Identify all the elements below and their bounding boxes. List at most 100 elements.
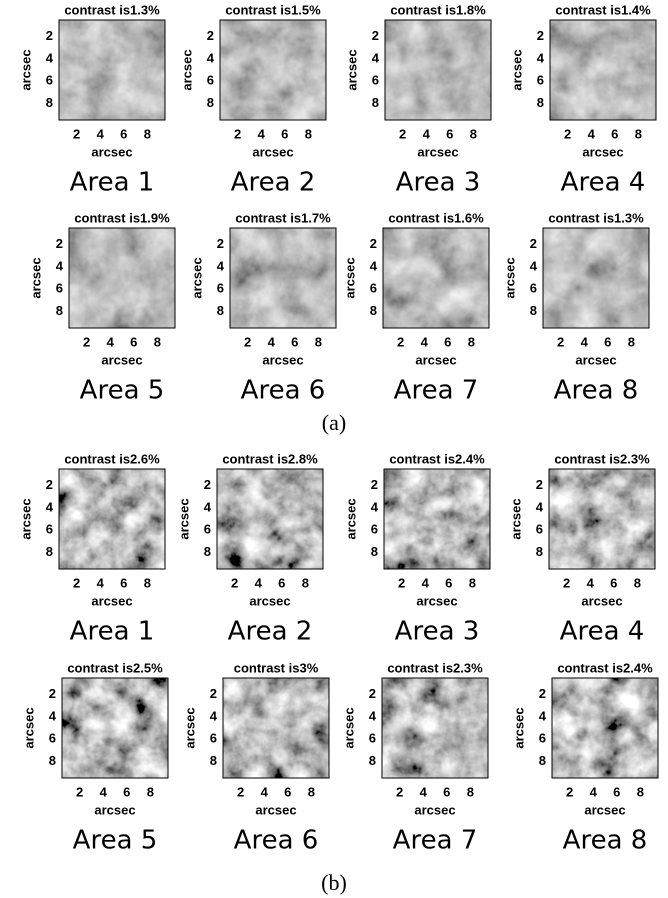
y-tick-label: 6 (530, 281, 537, 296)
y-tick-label: 6 (536, 522, 543, 537)
y-tick-label: 2 (210, 686, 217, 701)
x-tick-label: 2 (237, 784, 244, 799)
panel-image (59, 469, 165, 569)
y-tick-label: 6 (46, 73, 53, 88)
x-tick-label: 2 (557, 334, 564, 349)
y-tick-label: 4 (372, 50, 380, 65)
x-tick-label: 4 (588, 126, 596, 141)
x-tick-label: 8 (144, 126, 151, 141)
x-axis-label: arcsec (575, 352, 616, 367)
x-axis-label: arcsec (584, 802, 625, 817)
x-tick-label: 8 (467, 784, 474, 799)
y-tick-label: 8 (539, 753, 546, 768)
panel-image (543, 228, 649, 328)
panel-image (59, 20, 165, 120)
y-tick-label: 6 (371, 522, 378, 537)
x-tick-label: 8 (628, 334, 635, 349)
y-tick-label: 8 (369, 753, 376, 768)
x-tick-label: 4 (590, 784, 598, 799)
x-tick-label: 6 (610, 575, 617, 590)
y-tick-label: 8 (46, 544, 53, 559)
y-tick-label: 4 (371, 499, 379, 514)
x-axis-label: arcsec (255, 802, 296, 817)
x-tick-label: 6 (611, 126, 618, 141)
x-tick-label: 2 (83, 334, 90, 349)
x-axis-label: arcsec (252, 144, 293, 159)
y-tick-label: 8 (371, 544, 378, 559)
x-tick-label: 4 (268, 334, 276, 349)
y-tick-label: 8 (204, 544, 211, 559)
x-tick-label: 2 (397, 334, 404, 349)
panel-title: contrast is2.5% (67, 660, 163, 675)
area-label: Area 6 (234, 826, 319, 856)
panel-frame (58, 19, 166, 121)
y-tick-label: 2 (49, 686, 56, 701)
y-tick-label: 2 (217, 236, 224, 251)
group-label: (a) (322, 410, 346, 435)
x-tick-label: 2 (396, 784, 403, 799)
group-label: (b) (321, 870, 347, 895)
y-axis-label: arcsec (28, 257, 43, 298)
area-label: Area 2 (228, 617, 313, 647)
x-tick-label: 6 (291, 334, 298, 349)
y-tick-label: 6 (207, 73, 214, 88)
y-tick-label: 4 (530, 258, 538, 273)
area-label: Area 1 (70, 168, 155, 198)
y-tick-label: 2 (204, 477, 211, 492)
area-label: Area 3 (395, 617, 480, 647)
x-tick-label: 6 (604, 334, 611, 349)
panel-image (552, 678, 658, 778)
x-tick-label: 2 (398, 575, 405, 590)
y-tick-label: 8 (46, 95, 53, 110)
panel-frame (61, 677, 169, 779)
x-tick-label: 8 (305, 126, 312, 141)
y-tick-label: 2 (530, 236, 537, 251)
y-tick-label: 4 (49, 708, 57, 723)
x-tick-label: 2 (244, 334, 251, 349)
y-tick-label: 4 (539, 708, 547, 723)
x-axis-label: arcsec (582, 144, 623, 159)
y-tick-label: 4 (46, 50, 54, 65)
y-tick-label: 2 (537, 28, 544, 43)
area-label: Area 7 (393, 826, 478, 856)
y-tick-label: 4 (369, 708, 377, 723)
x-axis-label: arcsec (581, 593, 622, 608)
area-label: Area 8 (554, 376, 639, 406)
y-tick-label: 4 (56, 258, 64, 273)
x-tick-label: 6 (281, 126, 288, 141)
panel-title: contrast is2.6% (64, 451, 160, 466)
y-tick-label: 6 (537, 73, 544, 88)
panel-image (550, 20, 656, 120)
y-axis-label: arcsec (511, 707, 526, 748)
panel-image (62, 678, 168, 778)
y-tick-label: 4 (46, 499, 54, 514)
x-tick-label: 4 (581, 334, 589, 349)
y-tick-label: 6 (49, 731, 56, 746)
x-axis-label: arcsec (91, 593, 132, 608)
panel-title: contrast is1.4% (555, 2, 651, 17)
panel-image (223, 678, 329, 778)
x-tick-label: 8 (469, 575, 476, 590)
panel-frame (549, 19, 657, 121)
y-tick-label: 4 (536, 499, 544, 514)
panel-title: contrast is2.8% (222, 451, 318, 466)
x-tick-label: 8 (302, 575, 309, 590)
panel-frame (548, 468, 656, 570)
panel-title: contrast is2.3% (554, 451, 650, 466)
y-axis-label: arcsec (21, 707, 36, 748)
area-label: Area 7 (394, 376, 479, 406)
y-tick-label: 6 (372, 73, 379, 88)
x-tick-label: 2 (234, 126, 241, 141)
x-tick-label: 8 (637, 784, 644, 799)
x-tick-label: 2 (231, 575, 238, 590)
x-tick-label: 6 (120, 575, 127, 590)
y-axis-label: arcsec (508, 498, 523, 539)
panel-frame (222, 677, 330, 779)
x-axis-label: arcsec (91, 144, 132, 159)
y-axis-label: arcsec (179, 49, 194, 90)
y-axis-label: arcsec (182, 707, 197, 748)
x-tick-label: 6 (445, 575, 452, 590)
x-tick-label: 2 (566, 784, 573, 799)
y-tick-label: 2 (46, 28, 53, 43)
